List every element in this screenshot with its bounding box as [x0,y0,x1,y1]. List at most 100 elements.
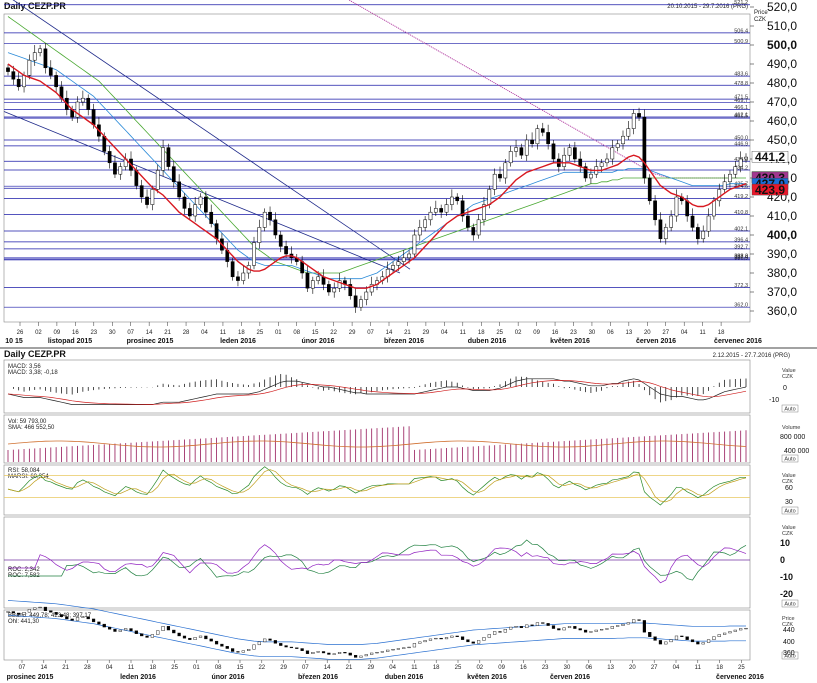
rsi-legend-2: MARSI: 60,354 [8,474,49,480]
bb-candle [289,646,294,649]
bb-candle [257,641,261,646]
candle-body [107,151,112,164]
candle-body [573,147,577,160]
candle-body [32,52,37,61]
bb-candle [247,649,251,651]
bb-candle [589,631,593,633]
level-label: 425,7 [734,182,748,188]
candle-body [642,116,647,179]
value-tag-label: 441,2 [755,150,785,164]
level-label: 500,9 [734,39,748,45]
candle-body [744,156,748,160]
date-axis-day: 20 [644,330,651,336]
bb-auto-button[interactable] [781,651,799,660]
bb-candle [375,652,379,654]
candle-body [38,48,42,53]
level-label: 446,9 [734,141,748,147]
bb-axis-title: Price [782,616,795,622]
bb-candle [674,635,679,640]
sub-date-axis-day: 25 [738,665,745,671]
bb-candle [75,617,80,621]
roc-auto-button[interactable] [781,599,799,608]
rsi-axis-label: 30 [785,499,793,506]
candle-body [706,215,711,232]
bb-candle [444,637,449,640]
date-axis-day: 25 [496,330,503,336]
bb-candle [535,622,540,626]
bb-candle [594,629,598,632]
candle-body [11,71,16,80]
bb-candle [541,622,545,624]
date-axis-day: 14 [386,330,393,336]
volume-auto-button[interactable] [781,454,799,463]
bb-candle [386,649,390,652]
sub-date-axis-day: 07 [302,665,309,671]
level-label: 521,2 [734,0,748,6]
candle-body [626,128,631,137]
bb-candle [327,652,331,655]
date-axis-month: květen 2016 [550,338,590,345]
sub-date-axis-day: 25 [171,665,178,671]
date-axis-day: 09 [533,330,540,336]
rsi-auto-button[interactable] [781,506,799,515]
date-axis-month: červenec 2016 [714,338,762,345]
rsi-axis-title: Value [782,473,796,479]
price-axis-label: 470,0 [767,95,797,109]
date-axis-day: 23 [90,330,97,336]
candle-body [605,158,609,164]
bb-candle [129,628,133,631]
macd-auto-button[interactable] [781,404,799,413]
bb-candle [530,624,534,626]
roc-axis-label: -20 [780,589,793,599]
rsi-legend-1: RSI: 58,084 [8,468,40,474]
bb-candle [632,619,636,623]
date-axis-day: 11 [220,330,227,336]
sub-date-axis-month: červenec 2016 [716,674,764,681]
bb-candle [81,616,85,618]
bb-candle [455,635,459,637]
candle-body [696,227,700,240]
bb-candle [193,637,197,640]
candle-body [193,204,198,217]
candle-body [353,295,358,308]
bb-candle [696,641,700,645]
sub-date-axis-day: 16 [520,665,527,671]
bb-candle [423,640,427,643]
macd-legend-2: MACD: 3,38; -0,18 [8,370,58,376]
level-label: 483,6 [734,72,748,78]
level-label: 392,7 [734,244,748,250]
main-plot-frame [3,13,751,323]
roc-axis-unit: CZK [782,531,793,537]
bb-candle [316,651,320,653]
bb-candle [658,640,663,645]
sub-date-axis-day: 25 [455,665,462,671]
candle-body [717,189,722,202]
date-axis-day: 14 [146,330,153,336]
candle-body [599,162,604,167]
bb-candle [54,612,58,615]
bb-candle [653,636,657,641]
roc-axis-title: Value [782,525,796,531]
candle-body [54,75,58,88]
candle-body [150,189,155,205]
volume-axis-label: 800 000 [780,434,805,441]
roc-axis-label: -10 [780,572,793,582]
candle-body [417,227,422,236]
candle-body [423,219,427,228]
candle-body [118,166,123,175]
bb-candle [557,628,561,631]
candle-body [712,200,716,217]
sub-date-axis-day: 14 [324,665,331,671]
bb-candle [583,629,588,633]
candle-body [428,211,433,221]
value-tag-label: 423,9 [755,183,785,197]
level-label: 386,9 [734,255,748,261]
candle-body [401,257,406,262]
level-label: 396,4 [734,237,748,243]
price-axis-label: 390,0 [767,247,797,261]
bb-candle [305,650,310,654]
macd-axis-label: -10 [769,397,779,404]
price-axis-label: 450,0 [767,133,797,147]
bb-panel-frame [3,609,751,661]
